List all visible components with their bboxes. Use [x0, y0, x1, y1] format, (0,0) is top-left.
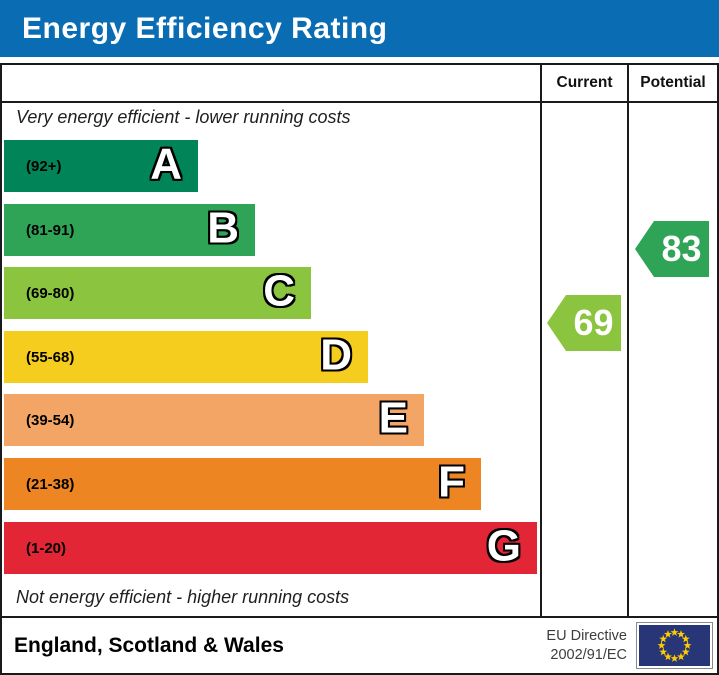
potential-column-divider: [627, 65, 629, 618]
band-row-g: (1-20) G: [4, 522, 537, 574]
header-divider: [2, 101, 717, 103]
band-range-label: (21-38): [26, 475, 75, 493]
top-note: Very energy efficient - lower running co…: [16, 107, 351, 127]
column-header-current: Current: [556, 74, 613, 91]
current-rating-arrow: 69: [547, 295, 621, 351]
band-range-label: (39-54): [26, 411, 75, 429]
footer-divider: [2, 616, 717, 618]
current-arrow-shape: [547, 295, 621, 351]
footer-row: England, Scotland & Wales EU Directive 2…: [2, 618, 717, 673]
band-letter: C: [263, 266, 295, 316]
band-row-c: (69-80) C: [4, 267, 311, 319]
eu-flag-icon: [636, 622, 713, 669]
potential-arrow-shape: [635, 221, 709, 277]
current-rating-value: 69: [573, 302, 614, 343]
page-title: Energy Efficiency Rating: [22, 11, 388, 45]
current-column-divider: [540, 65, 542, 618]
band-range-label: (55-68): [26, 348, 75, 366]
band-row-f: (21-38) F: [4, 458, 481, 510]
band-range-label: (1-20): [26, 539, 67, 557]
eu-directive-line1: EU Directive: [546, 627, 627, 644]
band-row-d: (55-68) D: [4, 331, 368, 383]
title-bar: Energy Efficiency Rating: [0, 0, 719, 57]
rating-table: Current Potential Very energy efficient …: [0, 63, 719, 675]
band-row-b: (81-91) B: [4, 204, 255, 256]
band-letter: E: [378, 393, 408, 443]
band-row-a: (92+) A: [4, 140, 198, 192]
band-letter: A: [150, 139, 182, 189]
band-range-label: (69-80): [26, 284, 75, 302]
band-range-label: (92+): [26, 157, 62, 175]
band-row-e: (39-54) E: [4, 394, 424, 446]
column-header-potential: Potential: [640, 74, 706, 91]
band-letter: G: [486, 521, 521, 571]
band-letter: B: [207, 203, 239, 253]
region-label: England, Scotland & Wales: [14, 633, 284, 657]
potential-rating-arrow: 83: [635, 221, 709, 277]
eu-directive-label: EU Directive 2002/91/EC: [546, 618, 627, 673]
bottom-note: Not energy efficient - higher running co…: [16, 587, 350, 607]
eu-directive-line2: 2002/91/EC: [550, 646, 627, 663]
band-letter: F: [438, 457, 465, 507]
band-letter: D: [320, 330, 352, 380]
band-range-label: (81-91): [26, 221, 75, 239]
potential-rating-value: 83: [661, 228, 702, 269]
